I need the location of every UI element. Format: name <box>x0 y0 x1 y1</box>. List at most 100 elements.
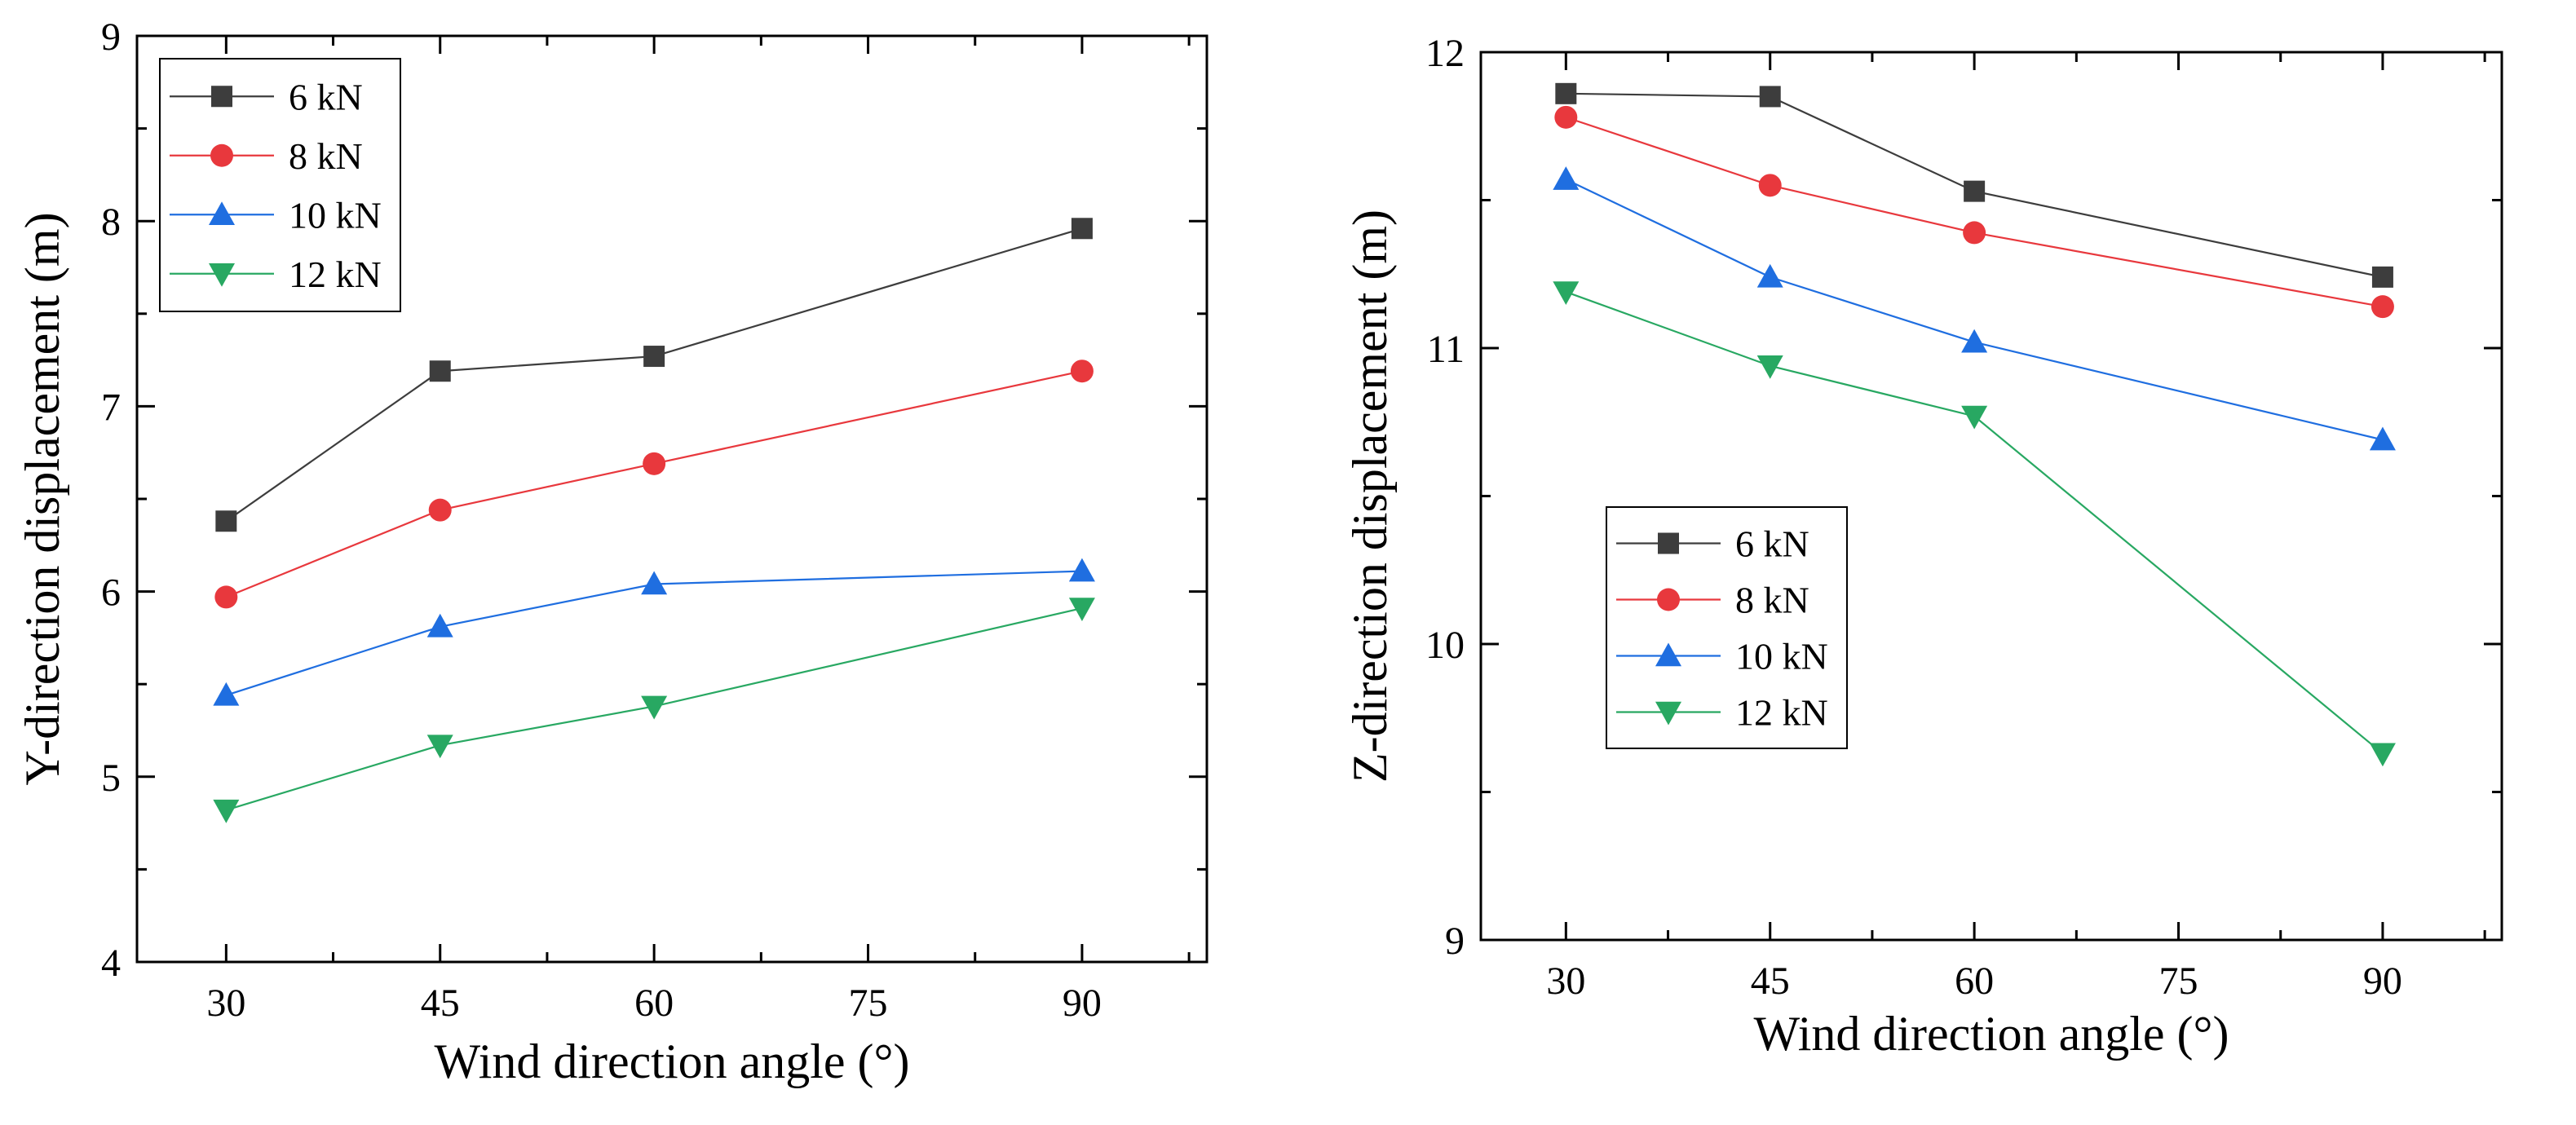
legend-entry: 8 kN <box>170 135 363 177</box>
legend-marker <box>209 262 235 287</box>
series-10-kn <box>213 558 1095 706</box>
legend-entry: 8 kN <box>1616 580 1809 621</box>
data-point <box>213 799 240 823</box>
legend-label: 8 kN <box>289 135 363 177</box>
series-10-kn <box>1553 166 2396 451</box>
x-tick-label: 45 <box>1751 960 1790 1003</box>
series-line <box>225 570 1082 696</box>
series-line <box>1565 290 2384 755</box>
series-8-kn <box>214 360 1094 609</box>
x-tick-label: 75 <box>2159 960 2198 1003</box>
series-line <box>225 370 1083 598</box>
x-tick-label: 60 <box>1955 960 1994 1003</box>
legend-entry: 12 kN <box>1616 692 1828 734</box>
y-axis-title: Z-direction displacement (m) <box>1343 210 1397 783</box>
series-line <box>1566 92 2384 278</box>
legend-marker <box>1658 532 1679 554</box>
x-tick-label: 90 <box>1063 982 1102 1025</box>
data-point <box>426 613 453 638</box>
series-6-kn <box>1555 82 2393 288</box>
data-point <box>426 735 453 759</box>
data-point <box>1756 355 1783 379</box>
legend-marker <box>1657 588 1680 611</box>
legend-entry: 10 kN <box>1616 636 1828 677</box>
data-point <box>1071 218 1093 240</box>
series-line <box>225 227 1083 523</box>
legend: 6 kN 8 kN 10 kN 12 kN <box>159 58 401 312</box>
chart-2: 30 45 60 75 90 9 10 11 12 Wind direction angle (°… <box>1343 32 2503 1061</box>
data-point <box>1964 180 1986 202</box>
legend: 6 kN 8 kN 10 kN 12 kN <box>1606 506 1848 749</box>
data-point <box>1963 221 1986 245</box>
y-tick-label: 11 <box>1427 328 1465 371</box>
data-point <box>1961 405 1988 430</box>
data-point <box>1759 86 1781 108</box>
x-tick-label: 30 <box>206 982 245 1025</box>
x-tick-label: 60 <box>634 982 674 1025</box>
data-point <box>2371 266 2393 288</box>
y-axis-title: Y-direction displacement (m) <box>15 212 69 785</box>
x-tick-label: 45 <box>421 982 460 1025</box>
data-point <box>213 682 240 706</box>
y-tick-label: 9 <box>101 15 121 59</box>
legend-label: 8 kN <box>1735 580 1809 621</box>
legend-marker <box>1655 701 1681 726</box>
y-tick-label: 6 <box>101 571 121 615</box>
data-point <box>2369 426 2396 451</box>
legend-entry: 10 kN <box>170 194 382 236</box>
legend-marker <box>1655 642 1681 667</box>
data-point <box>641 571 668 595</box>
x-tick-label: 90 <box>2363 960 2402 1003</box>
legend-marker <box>210 143 233 167</box>
data-point <box>1758 174 1782 197</box>
y-tick-label: 4 <box>101 942 121 985</box>
series-line <box>226 607 1083 811</box>
data-point <box>1961 329 1988 353</box>
data-point <box>2369 743 2396 767</box>
x-axis-title: Wind direction angle (°) <box>434 1035 909 1088</box>
data-point <box>643 452 666 475</box>
series-line <box>1565 116 2384 308</box>
series-6-kn <box>215 218 1093 532</box>
legend-label: 6 kN <box>289 76 363 117</box>
legend-marker <box>209 201 235 226</box>
legend-label: 10 kN <box>1735 636 1828 677</box>
y-tick-label: 8 <box>101 201 121 244</box>
data-point <box>1553 166 1580 190</box>
legend-entry: 6 kN <box>170 76 363 117</box>
y-tick-label: 9 <box>1445 920 1465 963</box>
data-point <box>1555 82 1577 104</box>
legend-entry: 12 kN <box>170 254 382 295</box>
data-point <box>1553 281 1580 306</box>
legend-label: 12 kN <box>1735 692 1828 734</box>
y-tick-label: 12 <box>1425 32 1465 75</box>
x-tick-label: 75 <box>849 982 888 1025</box>
data-point <box>428 498 452 522</box>
data-point <box>215 510 237 532</box>
legend-label: 10 kN <box>289 194 382 236</box>
data-point <box>641 695 668 720</box>
y-tick-label: 10 <box>1425 624 1465 667</box>
series-8-kn <box>1554 105 2394 319</box>
legend-entry: 6 kN <box>1616 523 1809 565</box>
data-point <box>2371 295 2394 319</box>
legend-box <box>159 58 401 312</box>
data-point <box>429 360 451 382</box>
plot-frame <box>1479 51 2503 942</box>
data-point <box>1070 360 1094 383</box>
y-tick-label: 5 <box>101 757 121 800</box>
series-12-kn <box>1553 281 2396 767</box>
legend-box <box>1606 506 1848 749</box>
x-axis-title: Wind direction angle (°) <box>1753 1007 2229 1061</box>
data-point <box>643 346 665 368</box>
data-point <box>214 585 238 609</box>
series-12-kn <box>213 598 1095 823</box>
legend-marker <box>211 86 232 108</box>
x-tick-label: 30 <box>1546 960 1585 1003</box>
legend-label: 12 kN <box>289 254 382 295</box>
data-point <box>1068 558 1095 582</box>
legend-label: 6 kN <box>1735 523 1809 565</box>
